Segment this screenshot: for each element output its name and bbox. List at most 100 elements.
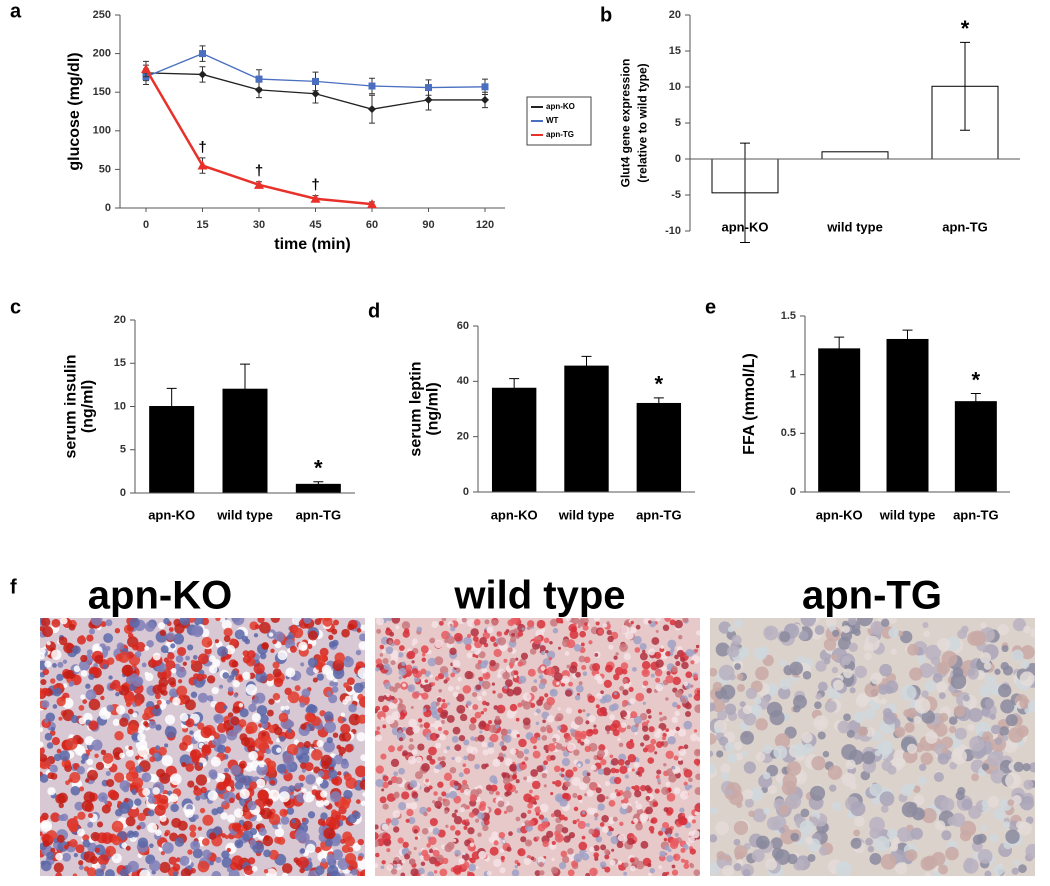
cell xyxy=(411,660,414,663)
cell xyxy=(438,727,442,731)
cell xyxy=(53,685,57,689)
cell xyxy=(508,831,513,836)
cell xyxy=(166,632,175,641)
cell xyxy=(221,658,226,663)
cell xyxy=(650,739,656,745)
cell xyxy=(522,823,525,826)
cell xyxy=(440,712,447,719)
cell xyxy=(689,785,692,788)
cell xyxy=(584,622,588,626)
cell xyxy=(261,732,266,737)
cell xyxy=(274,727,282,735)
cell xyxy=(295,783,302,790)
cell xyxy=(434,861,440,867)
cell xyxy=(114,731,123,740)
cell xyxy=(46,852,54,860)
cell xyxy=(561,774,565,778)
cell xyxy=(619,686,624,691)
cell xyxy=(665,782,670,787)
cell xyxy=(145,622,155,632)
cell xyxy=(428,837,436,845)
cell xyxy=(607,630,612,635)
cell xyxy=(470,736,475,741)
cell xyxy=(665,651,670,656)
cell xyxy=(598,803,605,810)
cell xyxy=(895,862,907,874)
cell xyxy=(382,705,389,712)
cell xyxy=(716,750,723,757)
cell xyxy=(431,682,435,686)
cell xyxy=(398,837,404,843)
cell xyxy=(491,619,498,626)
cell xyxy=(924,680,936,692)
cell xyxy=(57,697,66,706)
cell xyxy=(302,818,306,822)
cell xyxy=(515,790,518,793)
cell xyxy=(568,869,575,876)
cell xyxy=(640,742,644,746)
cell xyxy=(383,775,389,781)
cell xyxy=(128,633,134,639)
cell xyxy=(329,641,336,648)
cell xyxy=(234,808,243,817)
cell xyxy=(266,674,274,682)
cell xyxy=(393,860,397,864)
cell xyxy=(980,622,986,628)
cell xyxy=(543,760,548,765)
cell xyxy=(496,631,502,637)
cell xyxy=(162,755,173,766)
cell xyxy=(41,822,48,829)
cell xyxy=(394,865,397,868)
histology-image xyxy=(704,610,1040,879)
cell xyxy=(504,631,508,635)
cell xyxy=(460,714,467,721)
cell xyxy=(482,742,488,748)
significance-mark: * xyxy=(655,372,664,397)
cell xyxy=(786,794,801,809)
y-tick-label: 0 xyxy=(790,486,796,498)
cell xyxy=(530,737,537,744)
cell xyxy=(881,805,889,813)
cell xyxy=(591,765,597,771)
cell xyxy=(49,765,57,773)
cell xyxy=(559,862,566,869)
cell xyxy=(664,807,669,812)
cell xyxy=(452,736,459,743)
cell xyxy=(54,863,64,873)
cell xyxy=(501,856,505,860)
cell xyxy=(219,685,223,689)
cell xyxy=(277,650,287,660)
cell xyxy=(243,821,253,831)
y-axis-label: (relative to wild type) xyxy=(636,63,650,182)
cell xyxy=(199,762,203,766)
cell xyxy=(142,713,150,721)
cell xyxy=(648,620,651,623)
cell xyxy=(745,799,754,808)
cell xyxy=(175,837,185,847)
cell xyxy=(198,827,202,831)
cell xyxy=(476,866,479,869)
cell xyxy=(418,718,422,722)
cell xyxy=(295,685,301,691)
cell xyxy=(164,657,169,662)
cell xyxy=(495,716,500,721)
cell xyxy=(74,853,78,857)
cell xyxy=(463,740,469,746)
cell xyxy=(454,744,461,751)
cell xyxy=(307,704,316,713)
cell xyxy=(868,846,874,852)
cell xyxy=(279,736,285,742)
cell xyxy=(153,653,161,661)
cell xyxy=(232,661,239,668)
cell xyxy=(939,713,948,722)
cell xyxy=(672,865,676,869)
cell xyxy=(567,736,572,741)
cell xyxy=(818,731,826,739)
cell xyxy=(658,865,662,869)
cell xyxy=(177,647,186,656)
cell xyxy=(503,659,507,663)
cell xyxy=(185,809,194,818)
cell xyxy=(464,789,471,796)
cell xyxy=(588,640,592,644)
cell xyxy=(901,685,917,701)
